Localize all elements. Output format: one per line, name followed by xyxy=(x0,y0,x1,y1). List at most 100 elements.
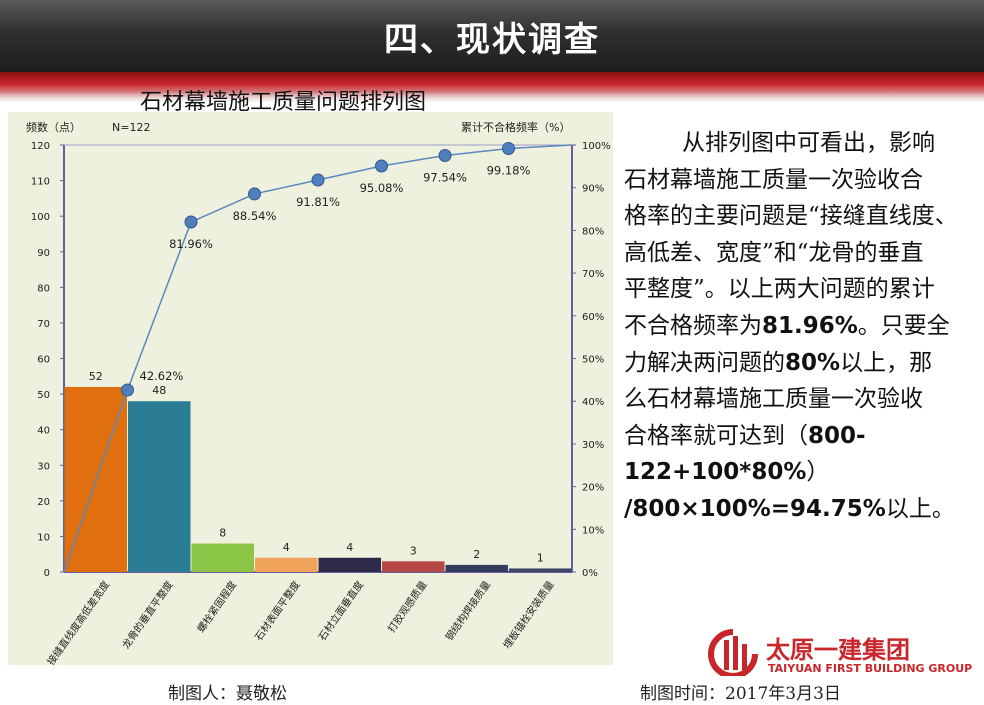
y-tick-label: 90 xyxy=(37,248,50,259)
analysis-bold-value: 800- xyxy=(808,422,866,449)
footer-author: 制图人：聂敬松 xyxy=(168,684,287,704)
y-tick-label: 60 xyxy=(37,355,50,366)
pareto-bar xyxy=(445,564,508,572)
y2-tick-label: 90% xyxy=(582,184,604,195)
analysis-line: 高低差、宽度”和“龙骨的垂直 xyxy=(624,235,980,272)
bar-value-label: 8 xyxy=(219,527,226,540)
bar-value-label: 52 xyxy=(89,370,103,383)
analysis-text-segment: 石材幕墙施工质量一次验收合 xyxy=(624,166,923,193)
bar-value-label: 1 xyxy=(537,551,544,564)
pareto-bar xyxy=(255,557,318,572)
cumulative-marker xyxy=(311,173,325,187)
cumulative-marker xyxy=(121,383,134,397)
analysis-text-segment: 么石材幕墙施工质量一次验收 xyxy=(624,386,923,413)
analysis-line: 合格率就可达到（800- xyxy=(624,418,980,455)
y2-tick-label: 80% xyxy=(582,226,604,237)
y2-tick-label: 70% xyxy=(582,269,604,280)
y2-tick-label: 50% xyxy=(582,355,604,366)
analysis-line: 石材幕墙施工质量一次验收合 xyxy=(624,162,980,199)
analysis-text-segment: 平整度”。以上两大问题的累计 xyxy=(624,276,935,303)
x-category-label: 钢结构焊接质量 xyxy=(442,578,493,643)
y2-tick-label: 100% xyxy=(582,141,611,152)
x-category-label: 埋板锚栓安装质量 xyxy=(500,578,557,651)
bar-value-label: 3 xyxy=(410,544,417,557)
pareto-chart: 频数（点） N=122 累计不合格频率（%） 0 10 20 30 40 50 60 70 80 90 1… xyxy=(26,120,611,665)
analysis-bold-value: 122+100*80% xyxy=(624,459,807,486)
pareto-bar xyxy=(382,561,445,572)
y-tick-label: 70 xyxy=(37,319,50,330)
y2-tick-label: 0% xyxy=(582,568,598,579)
analysis-line: 平整度”。以上两大问题的累计 xyxy=(624,271,980,308)
pareto-bar xyxy=(128,401,191,572)
analysis-line: 不合格频率为81.96%。只要全 xyxy=(624,308,980,345)
analysis-bold-value: 80% xyxy=(785,349,841,376)
bar-value-label: 4 xyxy=(283,541,290,554)
y2-axis-title: 累计不合格频率（%） xyxy=(461,120,570,134)
y-tick-label: 40 xyxy=(37,426,50,437)
y-tick-label: 30 xyxy=(37,461,50,472)
analysis-text-segment: 以上，那 xyxy=(840,349,933,376)
chart-title: 石材幕墙施工质量问题排列图 xyxy=(140,90,427,115)
cumulative-marker xyxy=(184,215,198,229)
y-tick-label: 110 xyxy=(31,177,50,188)
page-title: 四、现状调查 xyxy=(384,19,600,60)
cumulative-pct-label: 95.08% xyxy=(360,181,404,195)
building-logo-icon xyxy=(708,629,758,676)
pareto-chart-panel: 频数（点） N=122 累计不合格频率（%） 0 10 20 30 40 50 60 70 80 90 1… xyxy=(8,112,613,665)
analysis-line: 力解决两问题的80%以上，那 xyxy=(624,345,980,382)
cumulative-marker xyxy=(438,149,452,163)
analysis-line: 格率的主要问题是“接缝直线度、 xyxy=(624,198,980,235)
header-bar: 四、现状调查 xyxy=(0,0,984,72)
company-logo: 太原一建集团 TAIYUAN FIRST BUILDING GROUP xyxy=(706,628,972,678)
n-total-label: N=122 xyxy=(112,121,150,134)
analysis-bold-value: 81.96% xyxy=(762,312,858,339)
analysis-text-segment: ） xyxy=(806,459,830,486)
analysis-text-segment: 不合格频率为 xyxy=(624,312,762,339)
analysis-line: 从排列图中可看出，影响 xyxy=(624,125,980,162)
analysis-line: 么石材幕墙施工质量一次验收 xyxy=(624,381,980,418)
analysis-text-segment: 合格率就可达到（ xyxy=(624,422,808,449)
cumulative-pct-label: 99.18% xyxy=(487,164,531,178)
analysis-text-segment: 以上。 xyxy=(885,495,955,522)
pareto-bar xyxy=(191,543,254,572)
y2-tick-label: 30% xyxy=(582,440,604,451)
y-tick-label: 20 xyxy=(37,497,50,508)
y-tick-label: 50 xyxy=(37,390,50,401)
y2-tick-label: 10% xyxy=(582,525,604,536)
x-category-label: 龙骨的垂直平整度 xyxy=(119,578,176,651)
cumulative-pct-label: 91.81% xyxy=(296,195,340,209)
x-category-label: 石材表面平整度 xyxy=(252,578,303,643)
cumulative-pct-label: 81.96% xyxy=(169,237,213,251)
analysis-text-segment: 力解决两问题的 xyxy=(624,349,785,376)
analysis-text: 从排列图中可看出，影响石材幕墙施工质量一次验收合格率的主要问题是“接缝直线度、高… xyxy=(624,125,980,528)
cumulative-pct-label: 97.54% xyxy=(423,171,467,185)
footer-date: 制图时间：2017年3月3日 xyxy=(640,684,841,704)
y2-tick-label: 60% xyxy=(582,312,604,323)
x-category-label: 打胶观感质量 xyxy=(385,578,430,635)
pareto-bar xyxy=(509,568,572,572)
x-category-label: 接缝直线度高低差宽度 xyxy=(44,578,112,665)
analysis-line: /800×100%=94.75%以上。 xyxy=(624,491,980,528)
analysis-text-segment: 格率的主要问题是“接缝直线度、 xyxy=(624,203,958,230)
pareto-bar xyxy=(318,557,381,572)
analysis-text-segment: 。只要全 xyxy=(857,312,950,339)
bar-value-label: 2 xyxy=(473,548,480,561)
y-axis-title: 频数（点） xyxy=(26,120,81,134)
cumulative-marker xyxy=(502,142,515,156)
bar-value-label: 48 xyxy=(152,384,166,397)
analysis-text-segment: 从排列图中可看出，影响 xyxy=(682,130,935,156)
y-tick-label: 100 xyxy=(31,212,50,223)
cumulative-pct-label: 88.54% xyxy=(233,209,277,223)
analysis-line: 122+100*80%） xyxy=(624,454,980,491)
cumulative-marker xyxy=(248,187,261,201)
y2-tick-label: 40% xyxy=(582,397,604,408)
band-fade xyxy=(0,92,984,106)
y-tick-label: 0 xyxy=(44,568,50,579)
bar-value-label: 4 xyxy=(346,541,353,554)
cumulative-marker xyxy=(375,159,388,173)
cumulative-pct-label: 42.62% xyxy=(140,369,184,383)
analysis-bold-value: /800×100%=94.75% xyxy=(624,495,886,522)
x-category-label: 螺栓紧固程度 xyxy=(194,578,239,635)
analysis-text-segment: 高低差、宽度”和“龙骨的垂直 xyxy=(624,239,924,266)
y-tick-label: 10 xyxy=(37,532,50,543)
